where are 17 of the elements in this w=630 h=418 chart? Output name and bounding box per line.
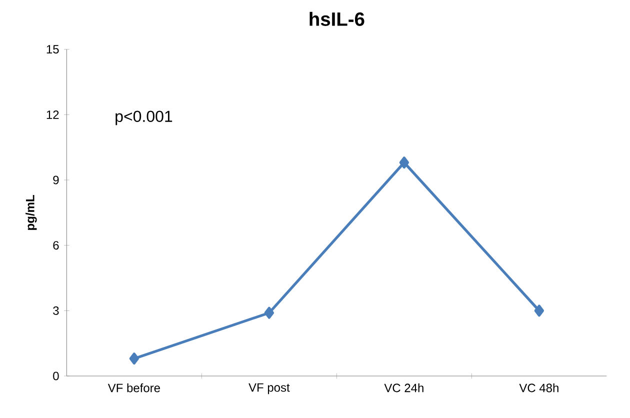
point <box>399 156 410 169</box>
chart-title: hsIL-6 <box>310 12 364 26</box>
point <box>129 352 140 365</box>
point <box>264 306 274 319</box>
x-tick-label: VF post <box>248 383 290 394</box>
y-tick-label: 12 <box>46 110 59 119</box>
y-tick-label: 9 <box>53 176 59 184</box>
x-tick-label: VC 24h <box>384 383 424 392</box>
y-axis-title: pg/mL <box>26 195 37 230</box>
y-tick-label: 3 <box>53 306 59 315</box>
y-tick-label: 6 <box>53 241 59 250</box>
x-tick-label: VF before <box>108 383 160 392</box>
y-tick-label: 0 <box>53 372 59 380</box>
point <box>534 304 544 317</box>
annotation: p<0.001 <box>116 110 172 126</box>
x-tick-label: VC 48h <box>519 383 558 392</box>
y-tick-label: 15 <box>46 45 59 54</box>
